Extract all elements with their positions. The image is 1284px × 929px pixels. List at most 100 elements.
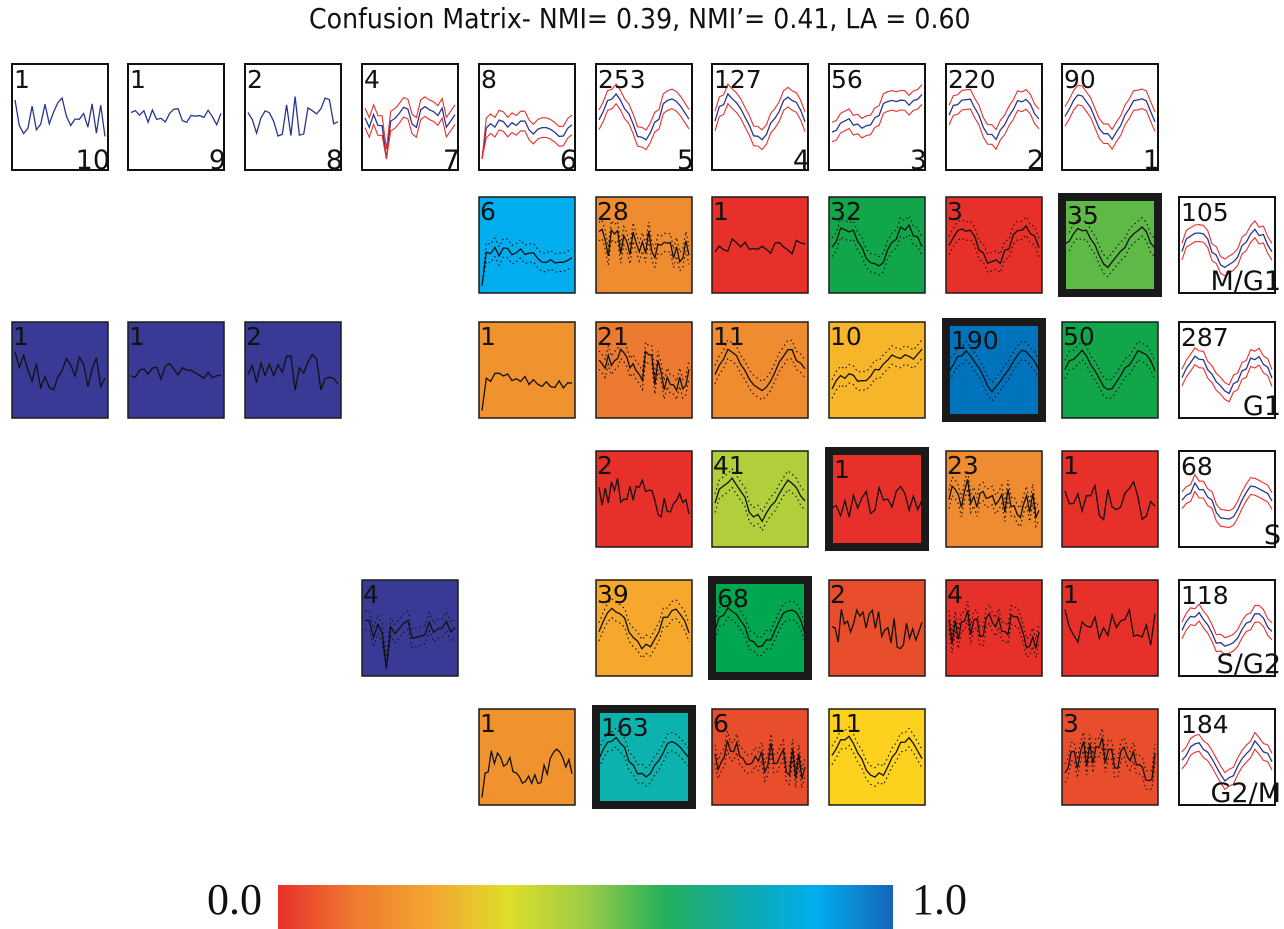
- matrix-cell: 1: [1061, 450, 1159, 548]
- matrix-cell-count: 10: [830, 322, 862, 351]
- column-8-mean-line: [247, 96, 339, 137]
- matrix-cell-count: 35: [1067, 201, 1099, 230]
- column-7-mean-line: [364, 105, 456, 160]
- cell-12-mean-line: [831, 348, 923, 390]
- cell-18-upper-bound: [948, 470, 1040, 510]
- matrix-cell-background: [595, 579, 693, 677]
- row-3-mean-line: [1181, 611, 1273, 647]
- column-2-lower-bound: [948, 108, 1040, 151]
- column-panel-8: 28: [244, 63, 343, 176]
- matrix-cell-background: [595, 450, 693, 548]
- matrix-cell: 163: [592, 705, 696, 809]
- column-panel-6: 86: [478, 63, 577, 176]
- cell-14-lower-bound: [1064, 358, 1156, 400]
- cell-28-upper-bound: [714, 731, 806, 770]
- matrix-cell-count: 3: [947, 197, 963, 226]
- matrix-cell: 4: [361, 579, 459, 677]
- matrix-cell: 23: [945, 450, 1043, 548]
- row-panel-G1: 287 G1: [1178, 321, 1281, 422]
- matrix-cell-count: 3: [1063, 709, 1079, 738]
- cell-9-mean-line: [481, 372, 573, 411]
- matrix-cell: 1: [478, 708, 576, 806]
- matrix-cell: 2: [595, 450, 693, 548]
- cell-28-mean-line: [714, 740, 806, 779]
- row-1-upper-bound: [1181, 347, 1273, 386]
- matrix-cell-count: 11: [830, 709, 862, 738]
- cell-25-mean-line: [1064, 607, 1156, 646]
- column-panel-9: 19: [127, 63, 226, 176]
- row-3-lower-bound: [1181, 620, 1273, 656]
- column-panel-frame: [595, 63, 693, 171]
- cell-16-mean-line: [714, 477, 806, 523]
- chart-title: Confusion Matrix- NMI= 0.39, NMI’= 0.41,…: [309, 2, 971, 35]
- column-7-upper-bound: [364, 96, 456, 150]
- colorbar-min-label: 0.0: [207, 875, 262, 924]
- matrix-cell-count: 50: [1063, 322, 1095, 351]
- cell-5-upper-bound: [1064, 216, 1156, 259]
- column-panel-2: 220 2: [945, 63, 1044, 176]
- matrix-cell-count: 11: [713, 322, 745, 351]
- cell-23-mean-line: [831, 608, 923, 650]
- matrix-cell-count: 2: [246, 322, 262, 351]
- matrix-cell-count: 21: [597, 322, 629, 351]
- column-1-lower-bound: [1064, 104, 1156, 151]
- matrix-cell-count: 28: [597, 197, 629, 226]
- cell-5-lower-bound: [1064, 235, 1156, 278]
- cell-24-upper-bound: [948, 601, 1040, 640]
- row-panel-M/G1: 105 M/G1: [1178, 196, 1281, 297]
- column-panel-3: 56 3: [828, 63, 927, 176]
- cell-26-mean-line: [481, 748, 573, 798]
- column-3-lower-bound: [831, 103, 923, 143]
- matrix-cell: 50: [1061, 321, 1159, 419]
- column-count-8: 2: [247, 65, 263, 94]
- column-5-mean-line: [598, 92, 690, 141]
- matrix-cell-count: 39: [597, 580, 629, 609]
- column-2-mean-line: [948, 98, 1040, 141]
- matrix-cell-best-match: [592, 705, 696, 809]
- cell-1-mean-line: [598, 228, 690, 264]
- matrix-cell-background: [945, 196, 1043, 294]
- column-panel-1: 90 1: [1061, 63, 1160, 176]
- cell-30-lower-bound: [1064, 746, 1156, 791]
- matrix-cell-count: 1: [480, 709, 496, 738]
- matrix-cell: 11: [828, 708, 926, 806]
- matrix-cell: 28: [595, 196, 693, 294]
- matrix-cell-background: [478, 708, 576, 806]
- cell-19-mean-line: [1064, 480, 1156, 522]
- matrix-cell: 6: [478, 196, 576, 294]
- row-2-upper-bound: [1181, 473, 1273, 512]
- cell-28-lower-bound: [714, 749, 806, 789]
- matrix-cell: 21: [595, 321, 693, 419]
- column-count-10: 1: [14, 65, 30, 94]
- cell-14-upper-bound: [1064, 340, 1156, 381]
- matrix-cell-background: [711, 196, 809, 294]
- matrix-cell-best-match: [942, 318, 1046, 422]
- cell-24-lower-bound: [948, 619, 1040, 658]
- cell-16-upper-bound: [714, 468, 806, 514]
- row-label-2: S: [1264, 520, 1281, 551]
- confusion-matrix: 11019284786253512745632202901105M/G1287G…: [11, 63, 1281, 809]
- cell-27-mean-line: [598, 736, 690, 778]
- matrix-cell-count: 1: [713, 197, 729, 226]
- matrix-cell: 41: [711, 450, 809, 548]
- cell-0-upper-bound: [481, 237, 573, 286]
- matrix-cell: 1: [11, 321, 109, 419]
- column-panel-7: 47: [361, 63, 460, 176]
- row-count-1: 287: [1181, 323, 1229, 352]
- matrix-cell: 10: [828, 321, 926, 419]
- matrix-cell-count: 41: [713, 451, 745, 480]
- cell-10-mean-line: [598, 348, 690, 393]
- cell-30-upper-bound: [1064, 728, 1156, 773]
- matrix-cell-count: 23: [947, 451, 979, 480]
- colorbar: [278, 885, 893, 929]
- matrix-cell-count: 68: [717, 584, 749, 613]
- column-label-4: 4: [793, 145, 810, 176]
- cell-14-mean-line: [1064, 349, 1156, 391]
- matrix-cell-count: 4: [363, 580, 379, 609]
- column-panel-frame: [945, 63, 1043, 171]
- cell-17-mean-line: [831, 485, 923, 518]
- colorbar-max-label: 1.0: [912, 875, 967, 924]
- column-4-upper-bound: [714, 83, 806, 131]
- row-label-1: G1: [1243, 391, 1281, 422]
- matrix-cell: 1: [711, 196, 809, 294]
